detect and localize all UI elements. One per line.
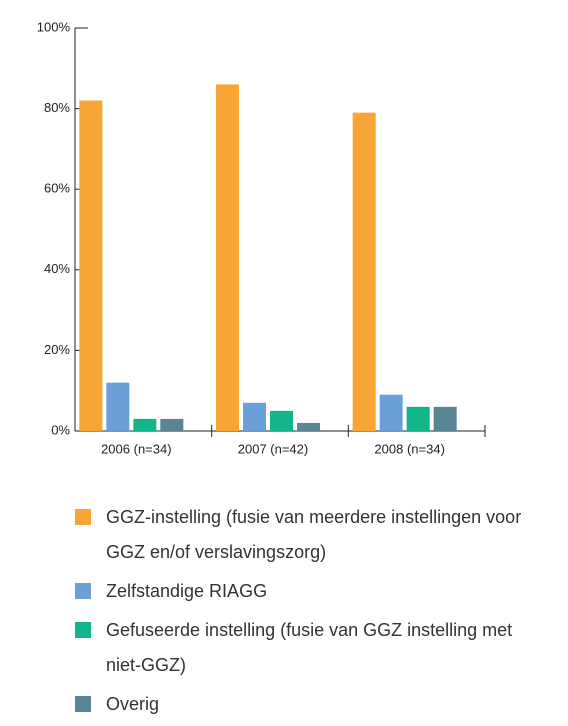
bar (433, 406, 457, 431)
x-tick-label: 2006 (n=34) (101, 441, 171, 456)
bar (297, 422, 320, 431)
bar (79, 100, 103, 431)
bar (160, 418, 184, 431)
legend-item: Overig (75, 687, 551, 722)
legend-label: Zelfstandige RIAGG (106, 581, 268, 601)
bar (270, 410, 293, 431)
bar (243, 402, 266, 431)
y-tick-label: 80% (44, 100, 70, 115)
legend-swatch (75, 622, 91, 638)
legend-swatch (75, 696, 91, 712)
legend-swatch (75, 509, 91, 525)
legend-label: Gefuseerde instelling (fusie van GGZ ins… (106, 620, 513, 675)
y-tick-label: 60% (44, 181, 70, 196)
bar (133, 418, 157, 431)
legend-item: GGZ-instelling (fusie van meerdere inste… (75, 500, 551, 570)
bar (379, 394, 403, 431)
legend-label: Overig (106, 694, 160, 714)
chart: 0% 20% 40% 60% 80% 100% 2006 (n=34) 2007 (n=42)… (37, 19, 486, 456)
legend-label: GGZ-instelling (fusie van meerdere inste… (106, 507, 522, 562)
bar (216, 84, 239, 432)
bar (352, 112, 376, 431)
legend-item: Gefuseerde instelling (fusie van GGZ ins… (75, 613, 551, 683)
y-tick-label: 40% (44, 261, 70, 276)
x-tick-label: 2008 (n=34) (374, 441, 444, 456)
bar (406, 406, 430, 431)
y-tick-label: 0% (51, 422, 70, 437)
legend-item: Zelfstandige RIAGG (75, 574, 551, 609)
y-tick-label: 100% (37, 19, 71, 34)
y-tick-label: 20% (44, 342, 70, 357)
legend: GGZ-instelling (fusie van meerdere inste… (75, 500, 565, 726)
legend-swatch (75, 583, 91, 599)
bar (106, 382, 130, 431)
x-tick-label: 2007 (n=42) (238, 441, 308, 456)
